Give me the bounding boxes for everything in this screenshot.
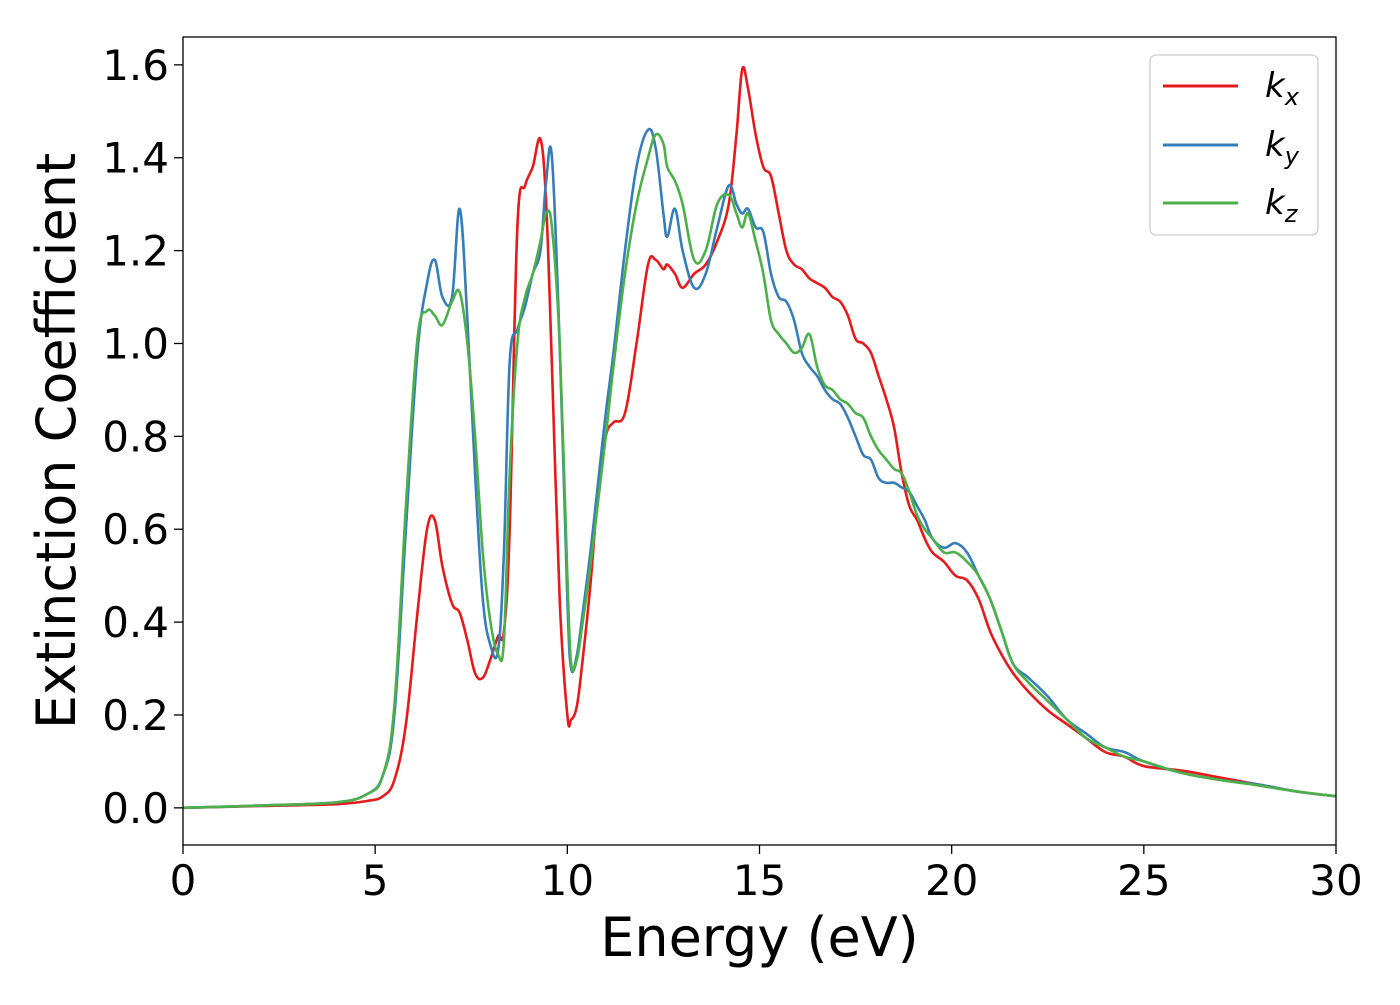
y-tick-label: 1.4: [102, 134, 169, 183]
x-tick-label: 15: [733, 856, 786, 905]
x-tick-label: 0: [170, 856, 197, 905]
legend-label-base: k: [1265, 183, 1286, 223]
y-tick-label: 0.4: [102, 598, 169, 647]
series-line-x: [182, 65, 1337, 810]
y-axis-ticks: 0.0 0.2 0.4 0.6 0.8 1.0 1.2 1.4 1.6: [102, 41, 183, 833]
legend-label-z: kz: [1265, 183, 1299, 228]
x-tick-label: 20: [925, 856, 978, 905]
legend-label-base: k: [1265, 66, 1286, 106]
y-tick-label: 1.0: [102, 319, 169, 368]
y-axis-label: Extinction Coefficient: [25, 153, 88, 729]
y-tick-label: 0.8: [102, 412, 169, 461]
x-tick-label: 10: [541, 856, 594, 905]
x-tick-label: 25: [1117, 856, 1170, 905]
series-line-z: [182, 132, 1337, 810]
y-tick-label: 1.6: [102, 41, 169, 90]
legend-label-subscript: x: [1284, 83, 1300, 111]
legend-label-x: kx: [1265, 66, 1300, 111]
legend-label-y: ky: [1265, 125, 1300, 170]
y-tick-label: 0.2: [102, 691, 169, 740]
x-tick-label: 30: [1309, 856, 1362, 905]
y-tick-label: 0.0: [102, 784, 169, 833]
x-axis-ticks: 0 5 10 15 20 25 30: [170, 845, 1363, 905]
legend-label-base: k: [1265, 125, 1286, 165]
plot-background: [183, 37, 1336, 845]
x-tick-label: 5: [362, 856, 389, 905]
x-axis-label: Energy (eV): [600, 906, 919, 969]
legend-label-subscript: y: [1284, 142, 1300, 170]
y-tick-label: 0.6: [102, 505, 169, 554]
legend-label-subscript: z: [1284, 200, 1299, 228]
series-line-y: [182, 127, 1337, 810]
series-layer: [182, 65, 1337, 810]
y-tick-label: 1.2: [102, 227, 169, 276]
